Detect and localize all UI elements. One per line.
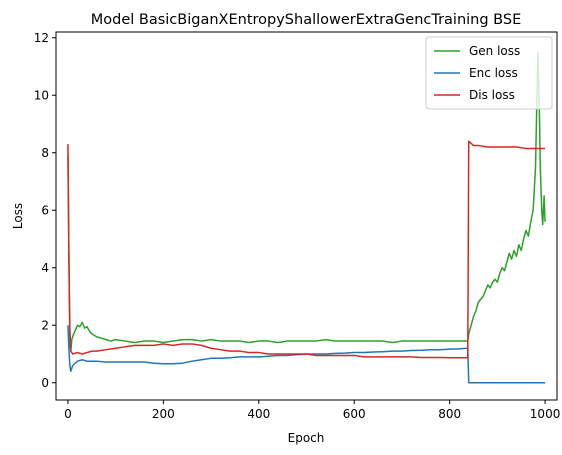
- y-tick-label: 6: [41, 203, 49, 217]
- legend-box: [425, 36, 553, 110]
- legend-label: Dis loss: [469, 88, 515, 102]
- y-tick-label: 4: [41, 261, 49, 275]
- x-tick-label: 1000: [530, 407, 561, 421]
- x-tick-label: 400: [247, 407, 270, 421]
- y-tick-label: 0: [41, 376, 49, 390]
- chart-title: Model BasicBiganXEntropyShallowerExtraGe…: [91, 12, 521, 28]
- series-line-dis-loss: [67, 140, 546, 359]
- y-tick-label: 12: [34, 31, 49, 45]
- series-line-gen-loss: [67, 51, 546, 352]
- plot-frame: [55, 31, 558, 401]
- legend-label: Enc loss: [469, 66, 518, 80]
- x-tick-label: 200: [152, 407, 175, 421]
- legend-label: Gen loss: [469, 44, 520, 58]
- axes: 0 200 400 600 800 1000 0 2 4 6 8 10 12: [34, 31, 561, 421]
- y-tick-label: 8: [41, 146, 49, 160]
- x-tick-label: 800: [438, 407, 461, 421]
- y-tick-label: 2: [41, 318, 49, 332]
- series-lines: [67, 51, 546, 384]
- legend: Gen loss Enc loss Dis loss: [425, 36, 553, 110]
- series-line-enc-loss: [67, 325, 546, 384]
- x-axis-label: Epoch: [288, 431, 325, 445]
- x-tick-label: 600: [343, 407, 366, 421]
- y-axis-label: Loss: [11, 203, 25, 229]
- x-tick-label: 0: [64, 407, 72, 421]
- y-tick-label: 10: [34, 88, 49, 102]
